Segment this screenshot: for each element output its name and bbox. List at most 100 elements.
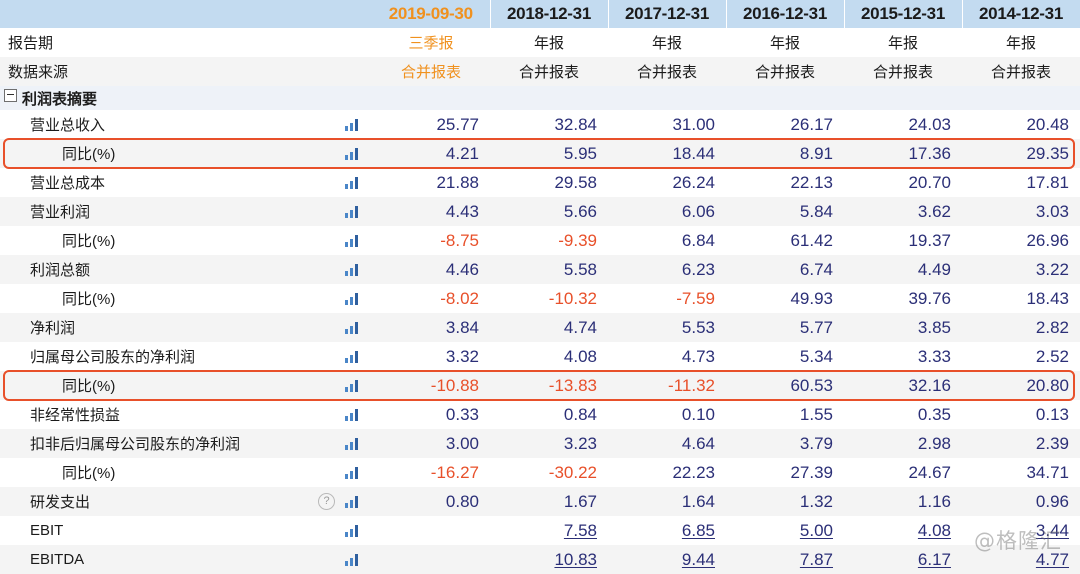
bar-chart-icon[interactable] <box>345 437 358 450</box>
bar-chart-icon[interactable] <box>345 379 358 392</box>
data-cell: 49.93 <box>726 284 844 313</box>
data-cell: 1.16 <box>844 487 962 516</box>
header-label-cell <box>0 0 372 28</box>
bar-chart-icon[interactable] <box>345 263 358 276</box>
bar-chart-icon[interactable] <box>345 350 358 363</box>
group-empty-cell <box>726 86 844 110</box>
group-empty-cell <box>844 86 962 110</box>
data-cell: 17.81 <box>962 168 1080 197</box>
data-cell <box>372 516 490 545</box>
column-header-2018-12-31[interactable]: 2018-12-31 <box>490 0 609 28</box>
bar-chart-icon[interactable] <box>345 292 358 305</box>
bar-chart-icon[interactable] <box>345 176 358 189</box>
report-type-cell: 年报 <box>651 35 682 52</box>
group-title-cell[interactable]: 利润表摘要 <box>0 86 372 110</box>
row-label-cell[interactable]: 营业总收入 <box>0 110 372 139</box>
data-cell: 2.39 <box>962 429 1080 458</box>
cell-value: 31.00 <box>672 114 715 134</box>
table-row: 同比(%) 4.21 5.95 18.44 8.91 17.36 29.35 <box>0 139 1080 168</box>
data-cell: 0.10 <box>608 400 726 429</box>
data-cell: -11.32 <box>608 371 726 400</box>
data-cell: 4.49 <box>844 255 962 284</box>
data-cell: 18.43 <box>962 284 1080 313</box>
column-header-2016-12-31[interactable]: 2016-12-31 <box>726 0 845 28</box>
data-cell: 3.84 <box>372 313 490 342</box>
bar-chart-icon[interactable] <box>345 495 358 508</box>
cell-value: -10.88 <box>430 375 479 395</box>
cell-value: 4.43 <box>445 201 479 221</box>
row-label-cell[interactable]: 归属母公司股东的净利润 <box>0 342 372 371</box>
data-source-cell: 合并报表 <box>726 57 844 86</box>
column-header-2017-12-31[interactable]: 2017-12-31 <box>608 0 727 28</box>
row-label-cell[interactable]: 同比(%) <box>0 458 372 487</box>
row-label-cell[interactable]: 同比(%) <box>0 284 372 313</box>
cell-value: 49.93 <box>790 288 833 308</box>
cell-value: 4.21 <box>445 143 479 163</box>
table-row: 同比(%) -8.02 -10.32 -7.59 49.93 39.76 18.43 <box>0 284 1080 313</box>
row-label-cell[interactable]: 利润总额 <box>0 255 372 284</box>
bar-chart-icon[interactable] <box>345 234 358 247</box>
help-icon[interactable]: ? <box>318 493 335 510</box>
cell-value: 18.44 <box>672 143 715 163</box>
data-cell: 6.85 <box>608 516 726 545</box>
row-label-text: 净利润 <box>30 320 76 337</box>
row-label-cell[interactable]: 净利润 <box>0 313 372 342</box>
data-cell: -30.22 <box>490 458 608 487</box>
data-cell: -10.32 <box>490 284 608 313</box>
cell-value: 17.36 <box>908 143 951 163</box>
row-label-text: 同比(%) <box>62 146 116 163</box>
row-label-cell[interactable]: 营业利润 <box>0 197 372 226</box>
bar-chart-icon[interactable] <box>345 147 358 160</box>
row-label-cell[interactable]: 扣非后归属母公司股东的净利润 <box>0 429 372 458</box>
row-label-cell[interactable]: 营业总成本 <box>0 168 372 197</box>
cell-value: 29.58 <box>554 172 597 192</box>
data-cell: 3.00 <box>372 429 490 458</box>
bar-chart-icon[interactable] <box>345 118 358 131</box>
row-label-cell[interactable]: 研发支出? <box>0 487 372 516</box>
row-label-cell[interactable]: 同比(%) <box>0 139 372 168</box>
cell-value: 3.62 <box>917 201 951 221</box>
column-header-2019-09-30[interactable]: 2019-09-30 <box>372 0 491 28</box>
collapse-toggle-icon[interactable] <box>4 88 17 102</box>
data-cell: 17.36 <box>844 139 962 168</box>
row-label-cell[interactable]: EBIT <box>0 516 372 545</box>
bar-chart-icon[interactable] <box>345 466 358 479</box>
data-cell: 24.03 <box>844 110 962 139</box>
data-cell: 3.23 <box>490 429 608 458</box>
data-source-cell: 合并报表 <box>490 57 608 86</box>
row-label-text: 营业总收入 <box>30 117 106 134</box>
column-header-2015-12-31[interactable]: 2015-12-31 <box>844 0 963 28</box>
row-label-cell[interactable]: 非经常性损益 <box>0 400 372 429</box>
row-label-cell[interactable]: 同比(%) <box>0 226 372 255</box>
row-label-cell[interactable]: EBITDA <box>0 545 372 574</box>
bar-chart-icon[interactable] <box>345 408 358 421</box>
table-row: 营业总成本 21.88 29.58 26.24 22.13 20.70 17.81 <box>0 168 1080 197</box>
data-cell: 18.44 <box>608 139 726 168</box>
table-row: 净利润 3.84 4.74 5.53 5.77 3.85 2.82 <box>0 313 1080 342</box>
data-cell <box>372 545 490 574</box>
data-cell: 4.43 <box>372 197 490 226</box>
data-cell: -8.75 <box>372 226 490 255</box>
cell-value: 3.00 <box>445 433 479 453</box>
data-cell: 6.23 <box>608 255 726 284</box>
data-cell: 27.39 <box>726 458 844 487</box>
report-type-cell: 年报 <box>769 35 800 52</box>
cell-value: 6.06 <box>681 201 715 221</box>
row-label-cell[interactable]: 同比(%) <box>0 371 372 400</box>
bar-chart-icon[interactable] <box>345 524 358 537</box>
bar-chart-icon[interactable] <box>345 205 358 218</box>
data-cell: 5.95 <box>490 139 608 168</box>
column-header-2014-12-31[interactable]: 2014-12-31 <box>962 0 1080 28</box>
data-cell: 21.88 <box>372 168 490 197</box>
data-cell: 0.33 <box>372 400 490 429</box>
data-cell: 19.37 <box>844 226 962 255</box>
cell-value: 4.73 <box>681 346 715 366</box>
data-cell: -10.88 <box>372 371 490 400</box>
data-cell: 4.74 <box>490 313 608 342</box>
bar-chart-icon[interactable] <box>345 321 358 334</box>
group-row-income-summary[interactable]: 利润表摘要 <box>0 86 1080 110</box>
cell-value: -16.27 <box>430 462 479 482</box>
bar-chart-icon[interactable] <box>345 553 358 566</box>
cell-value: 1.16 <box>917 491 951 511</box>
